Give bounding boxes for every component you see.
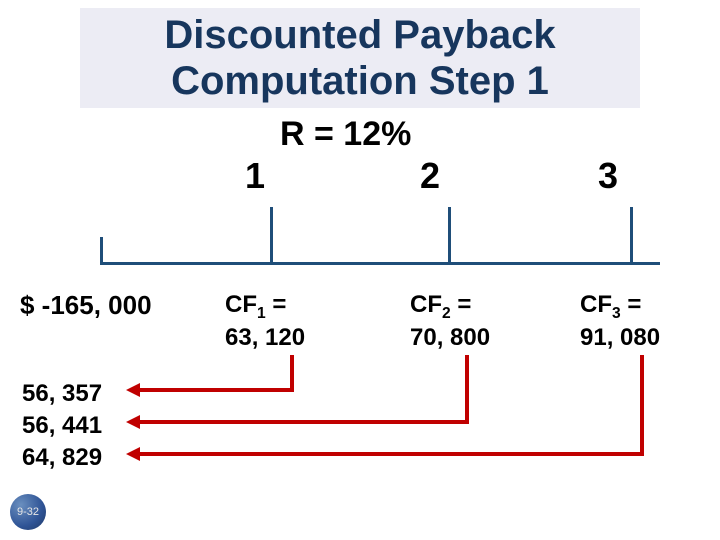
present-value: 56, 357 [22,380,102,408]
timeline-tick [270,207,273,265]
rate-label: R = 12% [280,115,411,154]
slide-title: Discounted Payback Computation Step 1 [80,12,640,104]
timeline-tick [448,207,451,265]
period-label: 1 [245,155,265,197]
timeline-axis [100,262,660,265]
timeline-tick [100,237,103,265]
present-value: 64, 829 [22,444,102,472]
period-label: 3 [598,155,618,197]
cashflow-label: CF3 =91, 080 [580,290,660,353]
title-box: Discounted Payback Computation Step 1 [80,8,640,108]
timeline [100,205,660,265]
initial-investment: $ -165, 000 [20,290,152,321]
cashflow-label: CF1 =63, 120 [225,290,305,353]
cashflow-label: CF2 =70, 800 [410,290,490,353]
period-label: 2 [420,155,440,197]
timeline-tick [630,207,633,265]
slide-number: 9-32 [17,506,39,518]
present-value: 56, 441 [22,412,102,440]
slide-number-badge: 9-32 [10,494,46,530]
